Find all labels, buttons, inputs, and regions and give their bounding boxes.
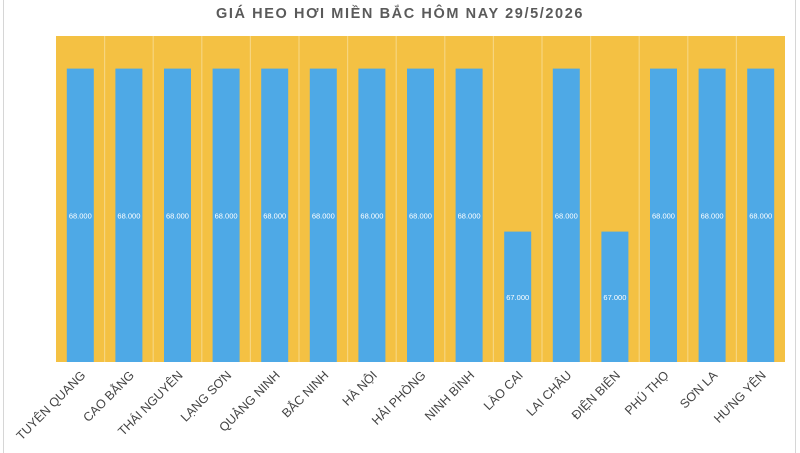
bar xyxy=(552,68,580,362)
bar xyxy=(504,231,532,362)
category-label: ĐIỆN BIÊN xyxy=(568,368,623,423)
category-label: PHÚ THỌ xyxy=(621,367,671,417)
data-label: 68.000 xyxy=(360,211,383,220)
category-label: TUYÊN QUANG xyxy=(13,368,88,443)
data-label: 68.000 xyxy=(701,211,724,220)
bar xyxy=(309,68,337,362)
bar xyxy=(66,68,94,362)
data-label: 68.000 xyxy=(166,211,189,220)
data-label: 68.000 xyxy=(312,211,335,220)
bar xyxy=(455,68,483,362)
category-label: HÀ NỘI xyxy=(339,368,380,409)
category-label: LÀO CAI xyxy=(480,368,525,413)
category-label: NINH BÌNH xyxy=(421,368,477,424)
data-label: 68.000 xyxy=(749,211,772,220)
bar xyxy=(115,68,143,362)
data-label: 68.000 xyxy=(409,211,432,220)
bar xyxy=(650,68,677,362)
data-label: 68.000 xyxy=(555,211,578,220)
bar xyxy=(164,68,191,362)
category-label: HƯNG YÊN xyxy=(711,368,769,426)
bar xyxy=(212,68,240,362)
chart-frame-left-edge xyxy=(3,0,4,453)
category-label: LAI CHÂU xyxy=(523,368,574,419)
data-label: 68.000 xyxy=(69,211,92,220)
data-label: 68.000 xyxy=(117,211,140,220)
category-label: BẮC NINH xyxy=(279,368,332,421)
chart-title: GIÁ HEO HƠI MIỀN BẮC HÔM NAY 29/5/2026 xyxy=(215,6,585,22)
data-label: 67.000 xyxy=(603,293,626,302)
bar xyxy=(747,68,775,362)
bar xyxy=(358,68,386,362)
chart-frame-right-edge xyxy=(795,0,796,453)
data-label: 68.000 xyxy=(652,211,675,220)
data-label: 68.000 xyxy=(263,211,286,220)
data-label: 68.000 xyxy=(458,211,481,220)
data-label: 68.000 xyxy=(215,211,238,220)
data-label: 67.000 xyxy=(506,293,529,302)
bar xyxy=(407,68,434,362)
bar xyxy=(698,68,726,362)
category-label: SƠN LA xyxy=(677,368,720,411)
bar xyxy=(261,68,289,362)
bar xyxy=(601,231,629,362)
